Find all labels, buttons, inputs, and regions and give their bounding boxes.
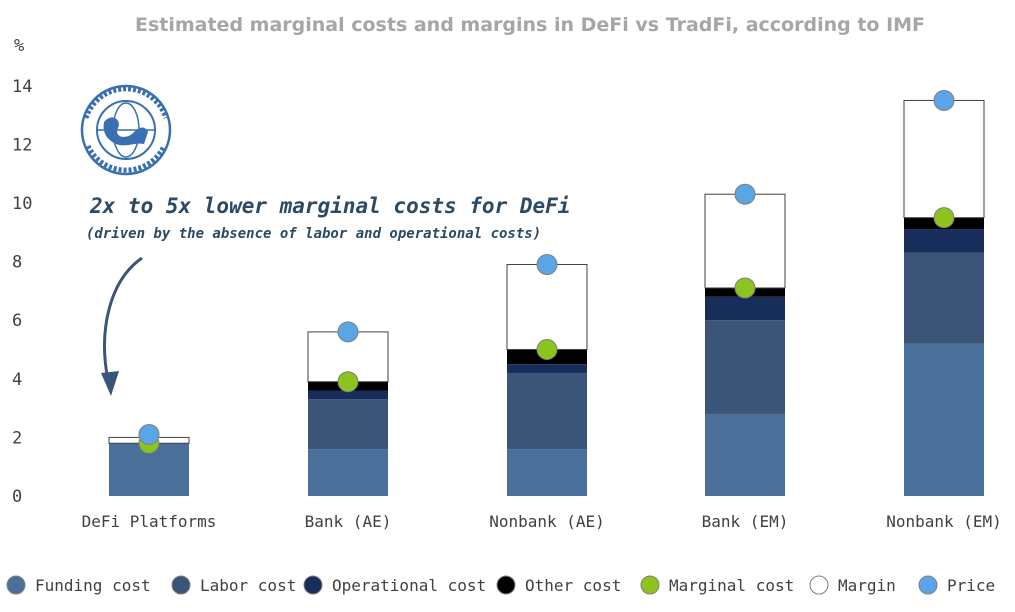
marker-marginal-cost <box>337 371 359 393</box>
bar-segment-operational-cost <box>507 364 587 373</box>
legend-label: Price <box>947 576 995 595</box>
legend-swatch <box>496 575 516 595</box>
bar-segment-margin <box>704 193 786 289</box>
marker-marginal-cost <box>734 277 756 299</box>
legend: Funding cost Labor cost Operational cost Ot… <box>6 575 995 595</box>
legend-label: Funding cost <box>35 576 151 595</box>
bar-segment-operational-cost <box>904 229 984 253</box>
bar-segment-operational-cost <box>705 296 785 321</box>
bar-segment-margin <box>506 264 588 350</box>
bar-segment-labor-cost <box>308 399 388 450</box>
bar-segment-labor-cost <box>507 372 587 450</box>
y-tick-label: 0 <box>12 487 22 507</box>
legend-swatch <box>6 575 26 595</box>
marker-marginal-cost <box>536 339 558 360</box>
y-tick-label: 6 <box>12 311 22 331</box>
x-category-label: Nonbank (AE) <box>489 512 605 531</box>
bar-segment-margin <box>903 99 985 219</box>
bar-segment-operational-cost <box>308 390 388 400</box>
legend-swatch <box>809 575 829 595</box>
bar-segment-labor-cost <box>904 252 984 344</box>
legend-label: Labor cost <box>200 576 296 595</box>
x-category-label: Bank (EM) <box>702 512 789 531</box>
annotation-arrow-icon <box>101 256 143 396</box>
bar-stacks <box>108 99 985 496</box>
bar-segment-labor-cost <box>705 320 785 414</box>
legend-swatch <box>918 575 938 595</box>
y-tick-label: 8 <box>12 253 22 273</box>
imf-seal-icon <box>80 84 172 176</box>
y-tick-label: 4 <box>12 370 22 390</box>
chart-title: Estimated marginal costs and margins in … <box>135 14 925 36</box>
marker-price <box>536 254 558 276</box>
x-category-label: Bank (AE) <box>305 512 392 531</box>
bar-segment-funding-cost <box>904 343 984 496</box>
marker-price <box>138 423 160 445</box>
y-tick-label: 10 <box>12 194 32 214</box>
markers <box>138 89 955 454</box>
legend-swatch <box>640 575 660 595</box>
legend-label: Operational cost <box>332 576 486 595</box>
legend-swatch <box>303 575 323 595</box>
y-tick-label: 14 <box>12 77 32 97</box>
y-tick-label: 2 <box>12 428 22 448</box>
marker-marginal-cost <box>933 207 955 229</box>
marker-price <box>337 321 359 343</box>
y-axis-ticks: 0 2 4 6 8 10 12 14 <box>12 77 32 507</box>
annotation-headline: 2x to 5x lower marginal costs for DeFi <box>89 194 570 218</box>
y-axis-unit: % <box>14 36 24 56</box>
x-category-label: Nonbank (EM) <box>886 512 1002 531</box>
marker-price <box>734 183 756 205</box>
x-category-label: DeFi Platforms <box>82 512 217 531</box>
y-tick-label: 12 <box>12 135 32 155</box>
bar-segment-funding-cost <box>308 449 388 496</box>
bar-segment-funding-cost <box>507 449 587 496</box>
legend-label: Margin <box>838 576 896 595</box>
x-axis-categories: DeFi Platforms Bank (AE) Nonbank (AE) Bank … <box>82 512 1002 531</box>
annotation-subtitle: (driven by the absence of labor and oper… <box>86 226 541 242</box>
bar-segment-funding-cost <box>705 413 785 496</box>
marker-price <box>933 89 955 111</box>
legend-label: Marginal cost <box>669 576 794 595</box>
legend-label: Other cost <box>525 576 621 595</box>
legend-swatch <box>171 575 191 595</box>
